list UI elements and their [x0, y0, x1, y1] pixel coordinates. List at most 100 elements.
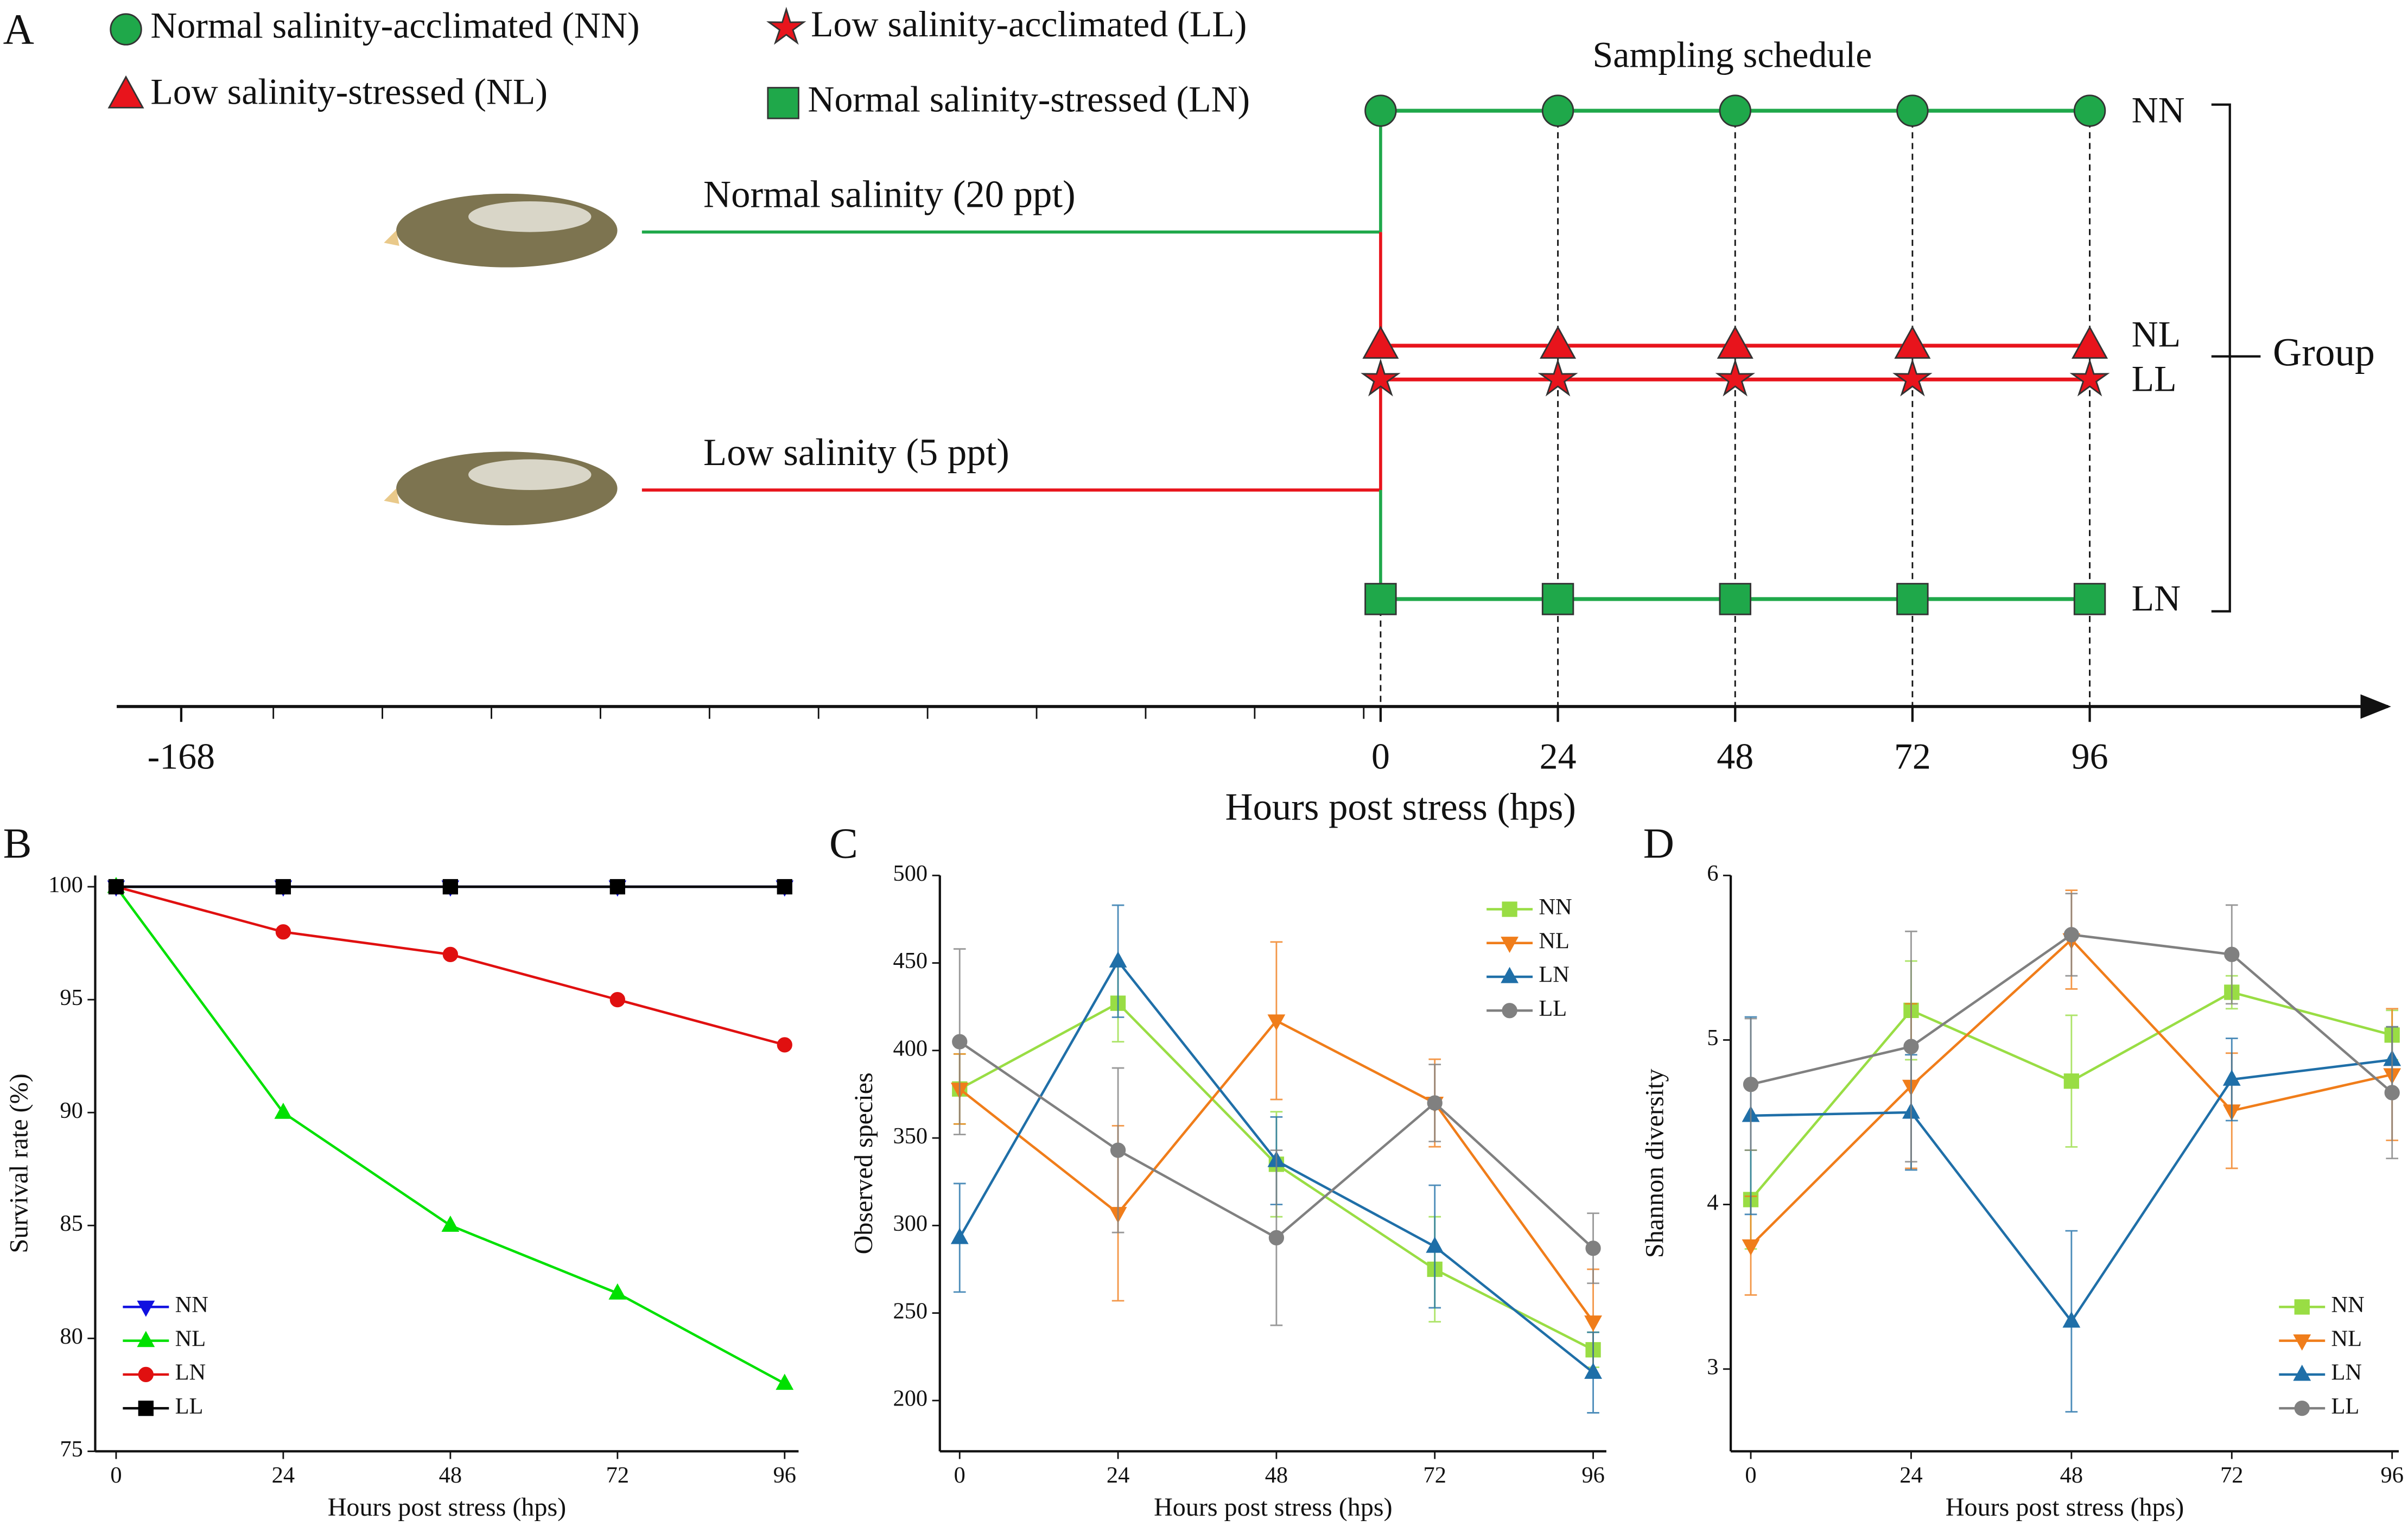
condition-label: Low salinity (5 ppt)	[703, 431, 1009, 474]
group-name: NN	[2132, 89, 2185, 130]
marker	[2062, 1311, 2081, 1328]
marker	[608, 1283, 627, 1300]
marker	[138, 1366, 154, 1383]
marker	[2063, 927, 2080, 943]
y-tick-label: 4	[1707, 1190, 1718, 1215]
marker	[275, 879, 291, 895]
marker	[1541, 583, 1574, 615]
x-axis-label: Hours post stress (hps)	[328, 1493, 567, 1522]
marker	[1426, 1236, 1444, 1253]
marker	[2073, 94, 2106, 127]
marker	[1109, 951, 1127, 968]
y-tick-label: 6	[1707, 861, 1718, 886]
marker	[777, 1037, 792, 1053]
legend-label: NL	[2331, 1326, 2362, 1351]
x-axis-label: Hours post stress (hps)	[1154, 1493, 1393, 1522]
marker	[1364, 583, 1397, 615]
marker	[1501, 966, 1519, 983]
schematic-title: Sampling schedule	[1592, 34, 1872, 75]
y-tick-label: 300	[893, 1211, 927, 1236]
marker	[1719, 583, 1751, 615]
marker	[107, 75, 144, 109]
legend-label: Normal salinity-acclimated (NN)	[150, 5, 639, 46]
y-tick-label: 95	[60, 985, 82, 1010]
legend-label: LL	[1539, 996, 1567, 1021]
tick-label: -168	[148, 736, 215, 777]
marker	[1267, 1014, 1286, 1031]
x-axis-label: Hours post stress (hps)	[1946, 1493, 2184, 1522]
legend-label: NN	[175, 1292, 208, 1318]
x-tick-label: 96	[2380, 1462, 2403, 1488]
marker	[2072, 326, 2108, 359]
marker	[1427, 1095, 1443, 1111]
marker	[1541, 94, 1574, 127]
axis-label: Hours post stress (hps)	[1225, 786, 1575, 829]
marker	[1892, 358, 1933, 397]
marker	[1361, 358, 1401, 397]
panel-label: C	[829, 820, 858, 868]
x-tick-label: 48	[439, 1462, 462, 1488]
marker	[1502, 1003, 1517, 1019]
marker	[767, 87, 799, 119]
marker	[275, 924, 291, 940]
marker	[1743, 1077, 1759, 1092]
y-tick-label: 350	[893, 1123, 927, 1149]
group-name: LN	[2132, 577, 2181, 619]
marker	[137, 1300, 155, 1317]
marker	[1540, 326, 1577, 359]
x-tick-label: 0	[954, 1462, 965, 1488]
group-label: Group	[2273, 330, 2375, 374]
marker	[442, 946, 459, 963]
x-tick-label: 24	[1107, 1462, 1129, 1488]
y-tick-label: 100	[48, 872, 83, 898]
marker	[1110, 1142, 1126, 1158]
x-tick-label: 96	[773, 1462, 796, 1488]
y-tick-label: 3	[1707, 1354, 1718, 1380]
y-tick-label: 500	[893, 861, 927, 886]
y-axis-label: Observed species	[849, 1072, 878, 1254]
x-tick-label: 96	[1581, 1462, 1604, 1488]
x-tick-label: 72	[2220, 1462, 2243, 1488]
panel-label: B	[3, 820, 32, 868]
marker	[108, 879, 124, 895]
marker	[2293, 1364, 2311, 1381]
marker	[2069, 358, 2110, 397]
x-tick-label: 24	[1899, 1462, 1922, 1488]
group-name: NL	[2132, 313, 2181, 354]
legend-label: Normal salinity-stressed (LN)	[808, 78, 1250, 119]
marker	[609, 879, 625, 895]
legend-label: LL	[175, 1394, 204, 1419]
marker	[1364, 94, 1397, 127]
tick-label: 48	[1717, 736, 1753, 777]
legend-label: NN	[1539, 894, 1572, 920]
x-tick-label: 24	[272, 1462, 295, 1488]
marker	[1719, 94, 1751, 127]
bracket	[2211, 103, 2261, 613]
marker	[110, 13, 142, 46]
legend-label: Low salinity-acclimated (LL)	[811, 3, 1247, 44]
tick-label: 96	[2072, 736, 2108, 777]
marker	[1896, 94, 1929, 127]
y-tick-label: 400	[893, 1036, 927, 1061]
y-tick-label: 85	[60, 1211, 82, 1236]
marker	[2294, 1401, 2310, 1416]
marker	[1585, 1241, 1601, 1256]
legend-label: NL	[1539, 928, 1570, 953]
x-tick-label: 0	[110, 1462, 122, 1488]
marker	[1268, 1230, 1285, 1246]
marker	[1742, 1239, 1760, 1256]
marker	[1502, 901, 1517, 917]
marker	[1584, 1363, 1602, 1379]
panel-label: A	[3, 6, 34, 54]
marker	[777, 879, 792, 895]
marker	[1501, 937, 1519, 953]
y-tick-label: 450	[893, 948, 927, 974]
marker	[1903, 1039, 1919, 1054]
marker	[442, 879, 459, 895]
marker	[2224, 946, 2240, 962]
y-tick-label: 5	[1707, 1025, 1718, 1051]
marker	[2294, 1299, 2310, 1315]
legend-label: Low salinity-stressed (NL)	[150, 71, 548, 112]
marker	[950, 1228, 969, 1244]
